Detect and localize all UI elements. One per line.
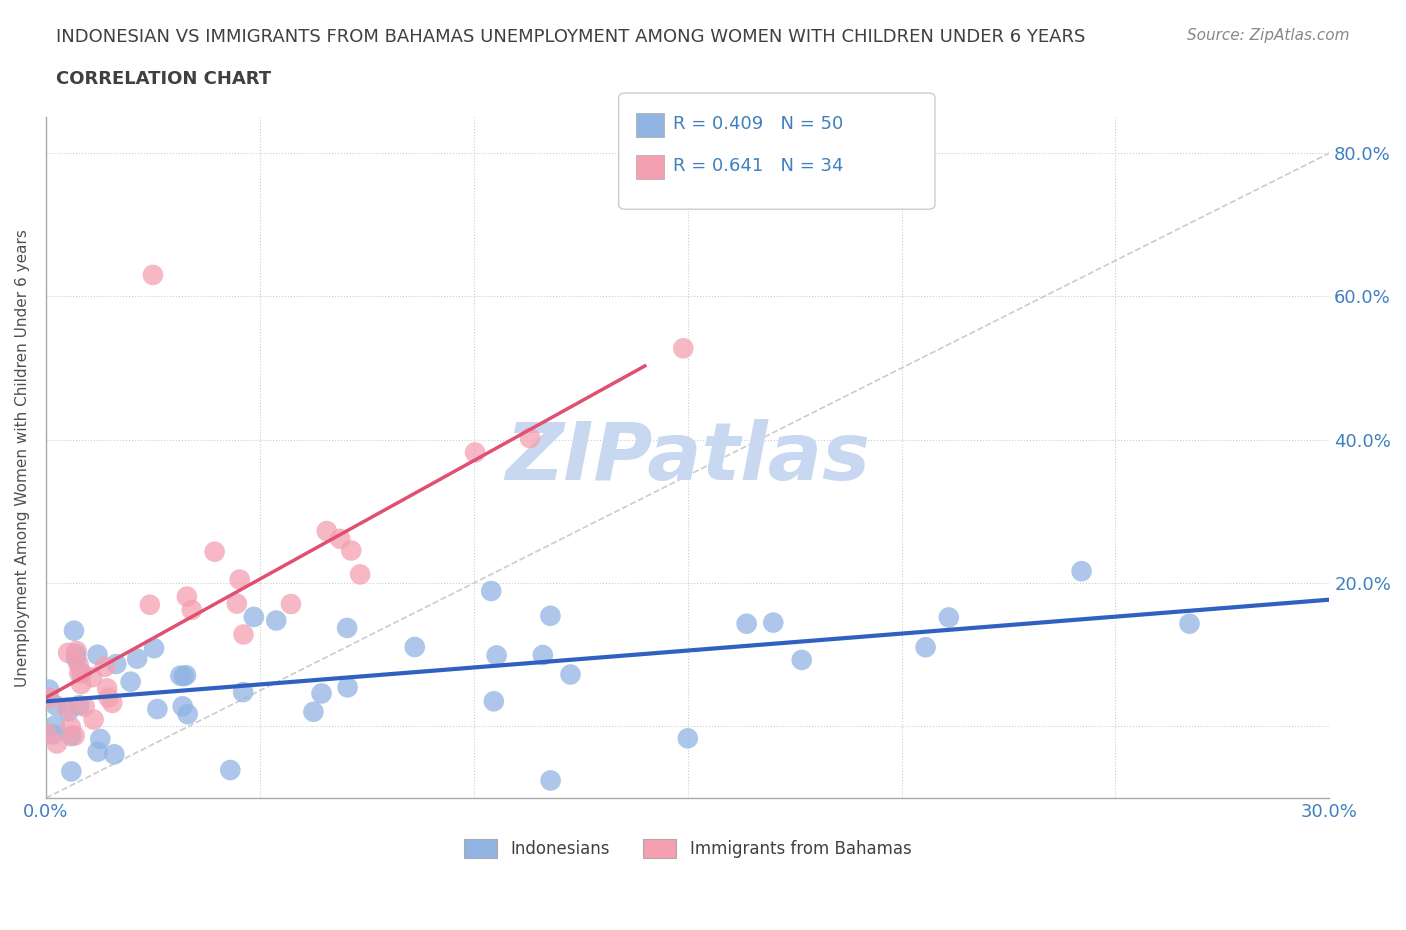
Point — [1070, 564, 1092, 578]
Point — [762, 615, 785, 630]
Point — [67, 698, 90, 712]
Point — [538, 608, 561, 623]
Point — [38, 690, 60, 705]
Text: CORRELATION CHART: CORRELATION CHART — [56, 70, 271, 87]
Point — [676, 731, 699, 746]
Point — [176, 707, 198, 722]
Point — [139, 597, 162, 612]
Point — [243, 609, 266, 624]
Point — [65, 644, 87, 658]
Text: R = 0.409   N = 50: R = 0.409 N = 50 — [673, 114, 844, 133]
Point — [464, 445, 486, 460]
Point — [225, 596, 247, 611]
Point — [485, 648, 508, 663]
Text: R = 0.641   N = 34: R = 0.641 N = 34 — [673, 156, 844, 175]
Point — [58, 704, 80, 719]
Point — [482, 694, 505, 709]
Point — [519, 431, 541, 445]
Point — [790, 653, 813, 668]
Point — [404, 640, 426, 655]
Point — [60, 764, 83, 778]
Legend: Indonesians, Immigrants from Bahamas: Indonesians, Immigrants from Bahamas — [457, 832, 918, 865]
Text: INDONESIAN VS IMMIGRANTS FROM BAHAMAS UNEMPLOYMENT AMONG WOMEN WITH CHILDREN UND: INDONESIAN VS IMMIGRANTS FROM BAHAMAS UN… — [56, 28, 1085, 46]
Point — [45, 736, 67, 751]
Point — [315, 524, 337, 538]
Point — [45, 698, 67, 713]
Point — [73, 699, 96, 714]
Point — [63, 623, 86, 638]
Point — [56, 700, 79, 715]
Point — [142, 268, 165, 283]
Point — [232, 627, 254, 642]
Point — [86, 647, 108, 662]
Point — [176, 590, 198, 604]
Point — [174, 668, 197, 683]
Point — [143, 641, 166, 656]
Point — [228, 572, 250, 587]
Point — [336, 620, 359, 635]
Point — [340, 543, 363, 558]
Point — [65, 646, 87, 661]
Point — [82, 670, 104, 684]
Point — [280, 597, 302, 612]
Point — [531, 647, 554, 662]
Point — [560, 667, 582, 682]
Point — [302, 704, 325, 719]
Point — [1178, 617, 1201, 631]
Point — [97, 690, 120, 705]
Point — [914, 640, 936, 655]
Point — [89, 732, 111, 747]
Point — [204, 544, 226, 559]
Point — [103, 747, 125, 762]
Point — [264, 613, 287, 628]
Point — [42, 727, 65, 742]
Point — [35, 725, 58, 740]
Point — [169, 669, 191, 684]
Point — [59, 720, 82, 735]
Point — [56, 645, 79, 660]
Point — [67, 658, 90, 672]
Point — [336, 680, 359, 695]
Point — [672, 341, 695, 356]
Point — [938, 610, 960, 625]
Point — [172, 699, 194, 714]
Point — [146, 701, 169, 716]
Point — [219, 763, 242, 777]
Point — [329, 531, 352, 546]
Point — [70, 666, 93, 681]
Point — [127, 651, 149, 666]
Point — [44, 718, 66, 733]
Point — [63, 728, 86, 743]
Point — [232, 684, 254, 699]
Text: Source: ZipAtlas.com: Source: ZipAtlas.com — [1187, 28, 1350, 43]
Point — [67, 666, 90, 681]
Point — [173, 669, 195, 684]
Point — [311, 686, 333, 701]
Text: ZIPatlas: ZIPatlas — [505, 418, 870, 497]
Point — [180, 603, 202, 618]
Point — [101, 696, 124, 711]
Point — [120, 674, 142, 689]
Point — [349, 567, 371, 582]
Y-axis label: Unemployment Among Women with Children Under 6 years: Unemployment Among Women with Children U… — [15, 229, 30, 686]
Point — [105, 657, 128, 671]
Point — [94, 659, 117, 674]
Point — [60, 729, 83, 744]
Point — [735, 617, 758, 631]
Point — [83, 712, 105, 727]
Point — [96, 681, 118, 696]
Point — [86, 744, 108, 759]
Point — [479, 583, 502, 598]
Point — [70, 677, 93, 692]
Point — [540, 773, 562, 788]
Point — [38, 682, 60, 697]
Point — [65, 651, 87, 666]
